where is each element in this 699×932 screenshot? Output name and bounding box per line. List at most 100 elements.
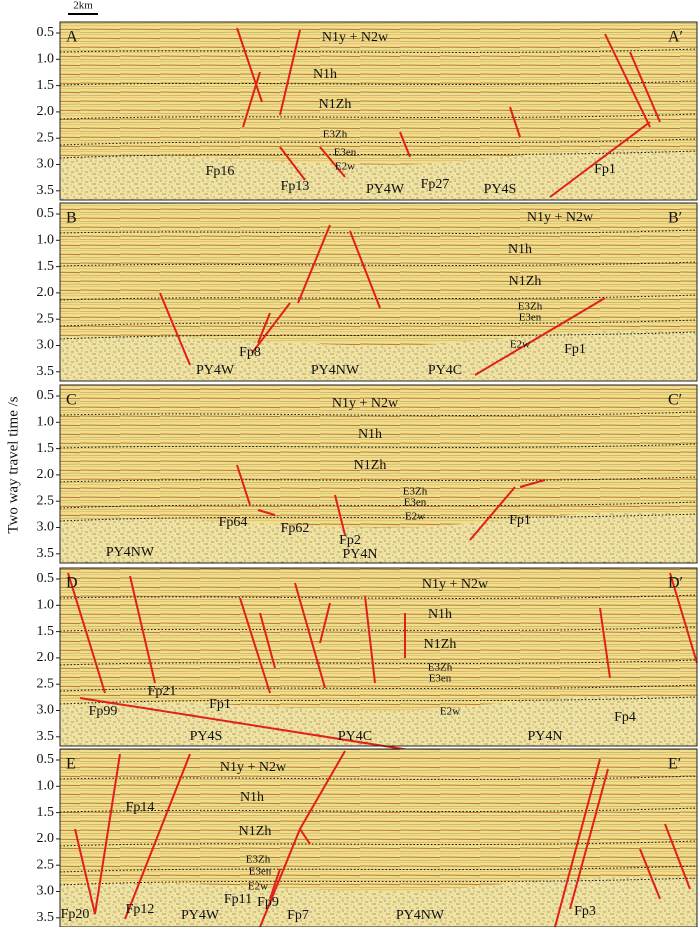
stratum-label: N1h bbox=[313, 67, 337, 82]
fault-line bbox=[549, 121, 651, 198]
y-tick-label: 0.5 bbox=[37, 752, 55, 767]
stratum-label: N1Zh bbox=[239, 824, 272, 839]
fault-line bbox=[239, 597, 271, 694]
fault-line bbox=[257, 312, 271, 344]
horizon-line bbox=[59, 229, 698, 234]
fault-line bbox=[669, 572, 698, 664]
panel-label-end: E′ bbox=[668, 756, 681, 773]
fault-label: Fp1 bbox=[564, 342, 586, 357]
basement-reflections bbox=[60, 331, 697, 381]
fault-label: Fp14 bbox=[126, 800, 155, 815]
fault-line bbox=[79, 697, 461, 759]
panel-frame bbox=[59, 21, 698, 201]
stratum-label: N1Zh bbox=[354, 458, 387, 473]
panel-label: B bbox=[66, 210, 77, 227]
panel-label-end: B′ bbox=[668, 210, 682, 227]
y-tick-label: 1.0 bbox=[37, 52, 55, 67]
horizon-line bbox=[59, 113, 698, 120]
stratum-label: E3Zh bbox=[428, 662, 453, 674]
stratum-label: N1Zh bbox=[319, 97, 352, 112]
stratum-label: N1h bbox=[240, 790, 264, 805]
basement-reflections bbox=[60, 150, 697, 200]
stratum-label: N1y + N2w bbox=[332, 396, 399, 411]
fault-line bbox=[569, 768, 609, 910]
stratum-label: E3en bbox=[519, 312, 542, 324]
fault-label: Fp62 bbox=[281, 521, 310, 536]
seismic-panel: 0.5 1.0 1.5 2.0 2.5 3.0 3.5 A A′ N1y + N2w N1h N1Zh… bbox=[37, 21, 698, 201]
horizon-line bbox=[59, 150, 698, 159]
scale-bar-label: 2km bbox=[73, 0, 93, 12]
stratum-label: N1y + N2w bbox=[220, 760, 287, 775]
well-label: PY4C bbox=[338, 729, 372, 744]
fault-line bbox=[129, 575, 156, 684]
horizon-line bbox=[59, 501, 698, 509]
y-tick-label: 3.5 bbox=[37, 546, 55, 561]
horizon-line bbox=[59, 775, 698, 780]
fault-line bbox=[639, 848, 661, 900]
fault-label: Fp99 bbox=[89, 704, 118, 719]
stratum-label: E3en bbox=[249, 866, 272, 878]
well-label: PY4W bbox=[181, 908, 220, 923]
fault-line bbox=[94, 753, 121, 915]
well-label: PY4S bbox=[190, 729, 223, 744]
horizon-line bbox=[59, 138, 698, 146]
y-axis-label: Two way travel time /s bbox=[5, 396, 21, 533]
fault-label: Fp2 bbox=[339, 533, 361, 548]
horizon-line bbox=[59, 684, 698, 692]
stratum-label: E3Zh bbox=[403, 486, 428, 498]
y-tick-label: 0.5 bbox=[37, 25, 55, 40]
panel-frame bbox=[59, 202, 698, 382]
fault-line bbox=[236, 27, 263, 103]
panel-frame bbox=[59, 567, 698, 747]
horizon-line bbox=[59, 513, 698, 522]
y-tick-label: 2.5 bbox=[37, 311, 55, 326]
stratum-label: E2w bbox=[248, 881, 268, 893]
stratum-label: N1h bbox=[358, 427, 382, 442]
stratum-label: N1y + N2w bbox=[422, 577, 489, 592]
horizon-line bbox=[59, 696, 698, 705]
horizon-line bbox=[59, 877, 698, 886]
y-tick-label: 1.5 bbox=[37, 441, 55, 456]
fault-label: Fp21 bbox=[148, 684, 177, 699]
well-label: PY4W bbox=[196, 363, 235, 378]
stratum-label: N1h bbox=[508, 242, 532, 257]
fault-line bbox=[251, 302, 291, 354]
seismic-panel: 0.5 1.0 1.5 2.0 2.5 3.0 3.5 D D′ N1y + N2w N1h N1Zh… bbox=[37, 567, 698, 759]
fault-line bbox=[124, 753, 191, 920]
y-tick-label: 1.5 bbox=[37, 259, 55, 274]
horizon-line bbox=[59, 261, 698, 267]
fault-line bbox=[279, 29, 301, 116]
fault-line bbox=[519, 479, 546, 488]
stratum-label: E3en bbox=[334, 147, 357, 159]
y-tick-label: 2.0 bbox=[37, 650, 55, 665]
fault-line bbox=[242, 71, 261, 128]
fault-label: Fp4 bbox=[614, 710, 636, 725]
seismic-panel: 0.5 1.0 1.5 2.0 2.5 3.0 3.5 C C′ N1y + N2w N1h N1Zh… bbox=[37, 384, 698, 564]
fault-line bbox=[604, 33, 651, 128]
y-tick-label: 2.5 bbox=[37, 130, 55, 145]
basement-reflections bbox=[60, 877, 697, 927]
fault-label: Fp9 bbox=[257, 895, 279, 910]
fault-line bbox=[159, 292, 191, 366]
panel-label: A bbox=[66, 29, 78, 46]
y-tick-label: 1.0 bbox=[37, 779, 55, 794]
y-tick-label: 0.5 bbox=[37, 206, 55, 221]
stratum-label: E2w bbox=[405, 511, 425, 523]
horizon-line bbox=[59, 48, 698, 53]
stratum-label: N1Zh bbox=[424, 637, 457, 652]
fault-line bbox=[319, 146, 346, 178]
stratum-label: N1Zh bbox=[509, 274, 542, 289]
basement-reflections bbox=[60, 696, 697, 746]
panel-label-end: D′ bbox=[668, 575, 683, 592]
fault-label: Fp27 bbox=[421, 177, 450, 192]
stratum-label: N1y + N2w bbox=[322, 30, 389, 45]
fault-line bbox=[629, 51, 661, 123]
horizon-line bbox=[59, 807, 698, 813]
well-label: PY4C bbox=[428, 363, 462, 378]
fault-line bbox=[364, 595, 376, 684]
well-label: PY4S bbox=[484, 182, 517, 197]
well-label: PY4W bbox=[366, 182, 405, 197]
y-tick-label: 2.0 bbox=[37, 467, 55, 482]
well-label: PY4NW bbox=[106, 545, 155, 560]
